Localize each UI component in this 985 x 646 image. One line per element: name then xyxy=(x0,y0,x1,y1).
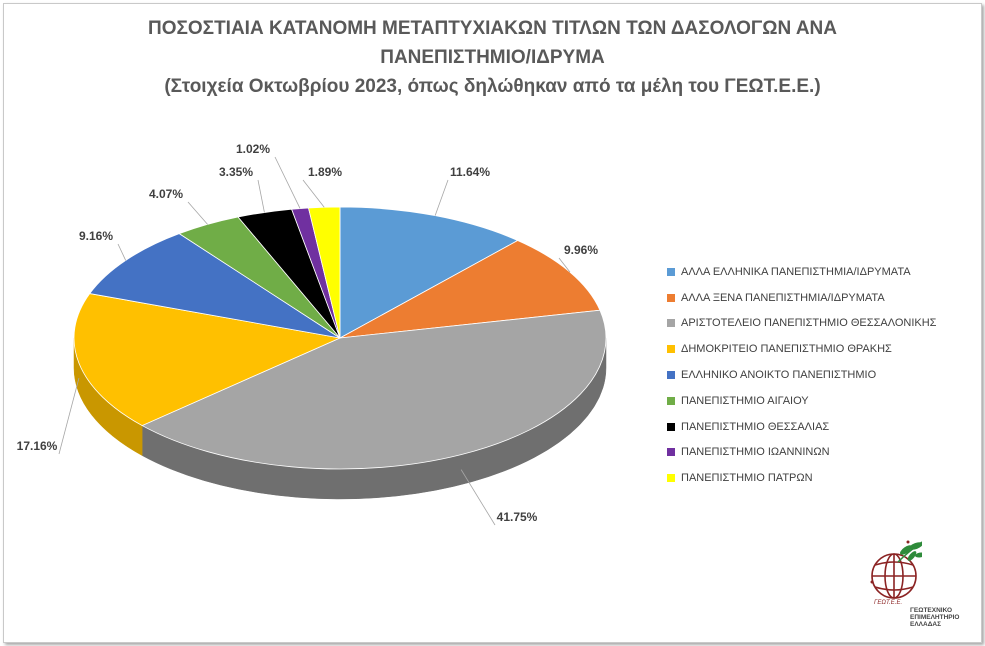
chart-subtitle: (Στοιχεία Οκτωβρίου 2023, όπως δηλώθηκαν… xyxy=(164,76,821,97)
leader-line xyxy=(58,378,80,455)
legend-swatch xyxy=(667,448,675,457)
legend-item: ΠΑΝΕΠΙΣΤΗΜΙΟ ΙΩΑΝΝΙΝΩΝ xyxy=(667,440,936,466)
legend-swatch xyxy=(667,396,675,405)
logo-ring-text: ΓΕΩΤ.Ε.Ε. xyxy=(874,600,903,606)
leader-line xyxy=(187,201,208,225)
pie-slice xyxy=(307,206,341,339)
legend-swatch xyxy=(667,345,675,354)
legend-swatch xyxy=(667,474,675,483)
legend-label: ΠΑΝΕΠΙΣΤΗΜΙΟ ΘΕΣΣΑΛΙΑΣ xyxy=(681,420,830,433)
logo-text-line-1: ΓΕΩΤΕΧΝΙΚΟ xyxy=(910,607,953,614)
pie-slice xyxy=(89,233,341,339)
legend-label: ΠΑΝΕΠΙΣΤΗΜΙΟ ΑΙΓΑΙΟΥ xyxy=(681,394,809,407)
legend-swatch xyxy=(667,422,675,431)
legend-item: ΑΛΛΑ ΞΕΝΑ ΠΑΝΕΠΙΣΤΗΜΙΑ/ΙΔΡΥΜΑΤΑ xyxy=(667,285,936,311)
legend-item: ΠΑΝΕΠΙΣΤΗΜΙΟ ΘΕΣΣΑΛΙΑΣ xyxy=(667,414,936,440)
legend-label: ΠΑΝΕΠΙΣΤΗΜΙΟ ΙΩΑΝΝΙΝΩΝ xyxy=(681,446,830,459)
data-label: 9.96% xyxy=(564,243,598,257)
pie-slice xyxy=(141,309,607,470)
leader-line xyxy=(460,469,496,526)
legend-swatch xyxy=(667,267,675,276)
data-label: 1.89% xyxy=(308,165,342,179)
data-label: 41.75% xyxy=(497,510,538,524)
legend-item: ΑΡΙΣΤΟΤΕΛΕΙΟ ΠΑΝΕΠΙΣΤΗΜΙΟ ΘΕΣΣΑΛΟΝΙΚΗΣ xyxy=(667,311,936,337)
data-label: 9.16% xyxy=(79,229,113,243)
data-label: 1.02% xyxy=(236,142,270,156)
chart-title: ΠΟΣΟΣΤΙΑΙΑ ΚΑΤΑΝΟΜΗ ΜΕΤΑΠΤΥΧΙΑΚΩΝ ΤΙΤΛΩΝ… xyxy=(0,14,985,101)
leader-lines xyxy=(58,156,571,526)
leader-line xyxy=(558,257,571,273)
legend-label: ΑΛΛΑ ΞΕΝΑ ΠΑΝΕΠΙΣΤΗΜΙΑ/ΙΔΡΥΜΑΤΑ xyxy=(681,291,885,304)
data-labels: 11.64% 9.96% 41.75% 17.16% 9.16% 4.07% 3.35% 1.… xyxy=(17,142,599,524)
legend-item: ΕΛΛΗΝΙΚΟ ΑΝΟΙΚΤΟ ΠΑΝΕΠΙΣΤΗΜΙΟ xyxy=(667,362,936,388)
legend-label: ΔΗΜΟΚΡΙΤΕΙΟ ΠΑΝΕΠΙΣΤΗΜΙΟ ΘΡΑΚΗΣ xyxy=(681,343,892,356)
geotee-logo: ΓΕΩΤ.Ε.Ε. ΓΕΩΤΕΧΝΙΚΟ ΕΠΙΜΕΛΗΤΗΡΙΟ ΕΛΛΑΔΑ… xyxy=(862,528,962,628)
data-label: 17.16% xyxy=(17,439,58,453)
data-label: 11.64% xyxy=(450,165,490,179)
geotee-globe-olive-logo-icon xyxy=(870,540,922,599)
legend-label: ΑΡΙΣΤΟΤΕΛΕΙΟ ΠΑΝΕΠΙΣΤΗΜΙΟ ΘΕΣΣΑΛΟΝΙΚΗΣ xyxy=(681,317,937,330)
legend-swatch xyxy=(667,293,675,302)
leader-line xyxy=(434,179,449,216)
chart-title-line-2: ΠΑΝΕΠΙΣΤΗΜΙΟ/ΙΔΡΥΜΑ xyxy=(380,47,605,68)
data-label: 3.35% xyxy=(219,165,253,179)
leader-line xyxy=(257,179,265,213)
leader-line xyxy=(302,179,325,208)
legend-swatch xyxy=(667,319,675,328)
data-label: 4.07% xyxy=(149,187,183,201)
logo-text-line-2: ΕΠΙΜΕΛΗΤΗΡΙΟ xyxy=(910,614,960,621)
legend-item: ΔΗΜΟΚΡΙΤΕΙΟ ΠΑΝΕΠΙΣΤΗΜΙΟ ΘΡΑΚΗΣ xyxy=(667,336,936,362)
leader-line xyxy=(274,156,301,209)
legend-item: ΠΑΝΕΠΙΣΤΗΜΙΟ ΑΙΓΑΙΟΥ xyxy=(667,388,936,414)
pie-slice xyxy=(339,206,519,339)
chart-title-line-1: ΠΟΣΟΣΤΙΑΙΑ ΚΑΤΑΝΟΜΗ ΜΕΤΑΠΤΥΧΙΑΚΩΝ ΤΙΤΛΩΝ… xyxy=(147,18,837,39)
legend-label: ΠΑΝΕΠΙΣΤΗΜΙΟ ΠΑΤΡΩΝ xyxy=(681,472,813,485)
legend: ΑΛΛΑ ΕΛΛΗΝΙΚΑ ΠΑΝΕΠΙΣΤΗΜΙΑ/ΙΔΡΥΜΑΤΑ ΑΛΛΑ … xyxy=(667,259,936,491)
legend-item: ΠΑΝΕΠΙΣΤΗΜΙΟ ΠΑΤΡΩΝ xyxy=(667,465,936,491)
legend-item: ΑΛΛΑ ΕΛΛΗΝΙΚΑ ΠΑΝΕΠΙΣΤΗΜΙΑ/ΙΔΡΥΜΑΤΑ xyxy=(667,259,936,285)
leader-line xyxy=(117,243,127,261)
legend-label: ΕΛΛΗΝΙΚΟ ΑΝΟΙΚΤΟ ΠΑΝΕΠΙΣΤΗΜΙΟ xyxy=(681,369,877,382)
legend-label: ΑΛΛΑ ΕΛΛΗΝΙΚΑ ΠΑΝΕΠΙΣΤΗΜΙΑ/ΙΔΡΥΜΑΤΑ xyxy=(681,265,911,278)
pie-slices xyxy=(73,206,607,470)
logo-text-line-3: ΕΛΛΑΔΑΣ xyxy=(910,621,941,628)
legend-swatch xyxy=(667,371,675,380)
